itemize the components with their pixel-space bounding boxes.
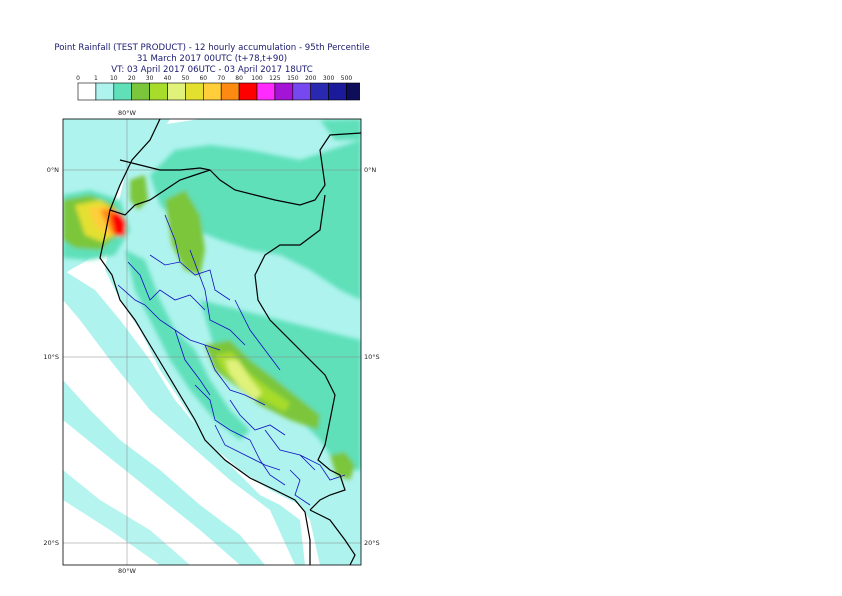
lat-label-20s-right: 20°S <box>364 539 380 547</box>
ocean-rain-streak <box>63 270 305 565</box>
border-south <box>309 509 356 565</box>
legend-threshold-label: 1 <box>94 75 98 82</box>
legend-threshold-label: 50 <box>182 75 190 82</box>
legend-threshold-label: 125 <box>269 75 281 82</box>
border-north <box>109 132 361 216</box>
legend-threshold-label: 20 <box>128 75 136 82</box>
legend-color-box <box>346 82 360 101</box>
rain-zone-10-andes <box>125 250 250 440</box>
legend-threshold-label: 40 <box>164 75 172 82</box>
legend-threshold-label: 0 <box>76 75 80 82</box>
coastline <box>99 119 311 565</box>
border-ecuador <box>119 159 211 171</box>
legend-threshold-label: 10 <box>110 75 118 82</box>
lat-label-10s-left: 10°S <box>43 353 59 361</box>
map-area <box>63 119 361 565</box>
regional-boundaries <box>117 214 346 506</box>
lat-label-20s-left: 20°S <box>43 539 59 547</box>
lat-label-0-left: 0°N <box>47 166 59 174</box>
lat-label-0-right: 0°N <box>364 166 376 174</box>
legend-threshold-label: 80 <box>235 75 243 82</box>
legend-threshold-label: 300 <box>323 75 335 82</box>
rain-zone-10-ne <box>320 119 361 140</box>
lon-label-top: 80°W <box>118 109 137 117</box>
rain-zone-20-north-peak <box>130 175 148 210</box>
lon-label-bottom: 80°W <box>118 567 137 575</box>
rain-zone-40-central <box>225 360 262 400</box>
legend-threshold-label: 150 <box>287 75 299 82</box>
ocean-rain-streak-2 <box>63 380 265 565</box>
rain-zone-80-west <box>110 213 126 236</box>
map-frame <box>62 118 362 566</box>
color-legend: 0 1 10 20 30 40 50 60 70 80 100 125 150 200 300 500 <box>76 75 360 101</box>
legend-threshold-label: 500 <box>341 75 353 82</box>
title-line-1: Point Rainfall (TEST PRODUCT) - 12 hourl… <box>54 43 370 53</box>
rain-zone-10-north <box>150 140 361 300</box>
title-line-3: VT: 03 April 2017 06UTC - 03 April 2017 … <box>111 65 313 75</box>
country-boundaries <box>99 119 361 565</box>
title-line-2: 31 March 2017 00UTC (t+78,t+90) <box>136 54 288 64</box>
legend-threshold-label: 30 <box>146 75 154 82</box>
lat-label-10s-right: 10°S <box>364 353 380 361</box>
border-east <box>254 194 346 511</box>
legend-threshold-label: 100 <box>251 75 263 82</box>
graticule <box>63 119 361 565</box>
legend-threshold-label: 60 <box>199 75 207 82</box>
legend-threshold-label: 70 <box>217 75 225 82</box>
rain-zone-20-andes <box>165 190 205 275</box>
ocean-rain-streak-3 <box>63 470 190 565</box>
legend-threshold-label: 200 <box>305 75 317 82</box>
